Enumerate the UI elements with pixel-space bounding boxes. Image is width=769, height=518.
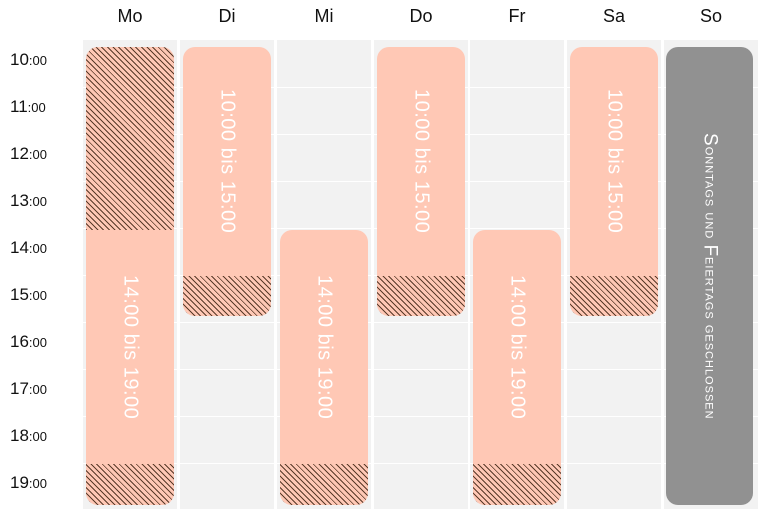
- hatch-pattern-bottom: [473, 464, 561, 505]
- hatch-pattern-bottom: [280, 464, 368, 505]
- opening-hours-di: 10:00 bis 15:00: [216, 89, 239, 234]
- day-header-so: So: [699, 6, 723, 26]
- time-label-17: 17:00: [10, 379, 47, 398]
- opening-block-mi: 14:00 bis 19:00: [280, 230, 368, 505]
- time-label-18: 18:00: [10, 426, 47, 445]
- day-header-fr: Fr: [508, 6, 526, 26]
- hour-gridline: [80, 322, 760, 323]
- opening-block-sa: 10:00 bis 15:00: [570, 47, 658, 316]
- opening-hours-mi: 14:00 bis 19:00: [313, 274, 336, 420]
- hour-gridline: [80, 369, 760, 370]
- day-header-di: Di: [218, 6, 236, 26]
- time-label-15: 15:00: [10, 285, 47, 304]
- opening-block-do: 10:00 bis 15:00: [377, 47, 465, 316]
- day-header-sa: Sa: [602, 6, 626, 26]
- opening-block-di: 10:00 bis 15:00: [183, 47, 271, 316]
- time-label-14: 14:00: [10, 238, 47, 257]
- hour-gridline: [80, 463, 760, 464]
- day-header-do: Do: [409, 6, 433, 26]
- opening-hours-mo: 14:00 bis 19:00: [119, 274, 142, 420]
- hatch-pattern-bottom: [183, 276, 271, 316]
- time-label-11: 11:00: [10, 97, 46, 116]
- time-label-10: 10:00: [10, 50, 47, 69]
- opening-block-fr: 14:00 bis 19:00: [473, 230, 561, 505]
- time-label-16: 16:00: [10, 332, 47, 351]
- day-header-mo: Mo: [117, 6, 143, 26]
- closed-block-so: Sonntags und Feiertags geschlossen: [666, 47, 753, 505]
- opening-hours-sa: 10:00 bis 15:00: [603, 89, 626, 234]
- time-label-13: 13:00: [10, 191, 47, 210]
- time-label-12: 12:00: [10, 144, 47, 163]
- opening-block-mo: 14:00 bis 19:00: [86, 47, 174, 505]
- hatch-pattern-bottom: [377, 276, 465, 316]
- hour-gridline: [80, 416, 760, 417]
- closed-notice: Sonntags und Feiertags geschlossen: [699, 132, 721, 420]
- opening-hours-fr: 14:00 bis 19:00: [506, 274, 529, 420]
- hatch-pattern-bottom: [86, 464, 174, 505]
- hatch-pattern-bottom: [570, 276, 658, 316]
- hatch-pattern-top: [86, 47, 174, 230]
- day-header-mi: Mi: [314, 6, 334, 26]
- time-label-19: 19:00: [10, 473, 47, 492]
- opening-hours-do: 10:00 bis 15:00: [410, 89, 433, 234]
